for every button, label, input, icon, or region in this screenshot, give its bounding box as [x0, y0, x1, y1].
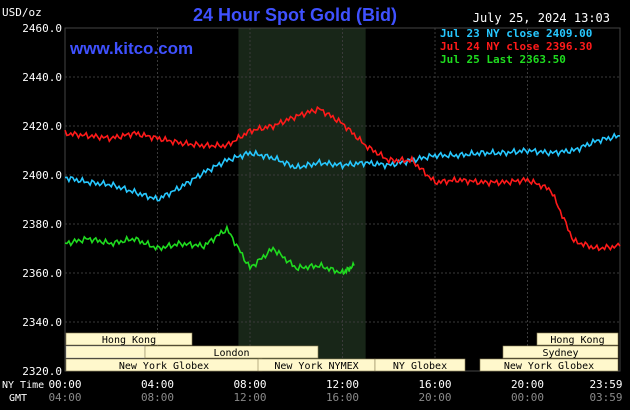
session-hong-kong-label: Hong Kong	[102, 335, 156, 346]
session-new-york-globex-late-box	[479, 358, 619, 372]
session-new-york-nymex-label: New York NYMEX	[274, 361, 358, 372]
x-tick-label-gmt: 16:00	[326, 391, 359, 404]
x-tick-label-ny: 08:00	[233, 378, 266, 391]
x-tick-label-gmt: 12:00	[233, 391, 266, 404]
legend-item-jul24: Jul 24 NY close 2396.30	[440, 40, 592, 53]
x-tick-label-ny: 12:00	[326, 378, 359, 391]
x-tick-label-gmt: 03:59	[589, 391, 622, 404]
legend-item-jul23: Jul 23 NY close 2409.00	[440, 27, 592, 40]
session-hong-kong-box	[65, 332, 193, 346]
y-axis-tick-labels: 2320.0 2340.0 2360.0 2380.0 2400.0 2420.0 2440…	[22, 22, 62, 378]
x-tick-label-gmt: 20:00	[418, 391, 451, 404]
legend-item-jul25: Jul 25 Last 2363.50	[440, 53, 566, 66]
ny-time-axis-label: NY Time	[2, 380, 44, 391]
series-line-jul-23	[64, 132, 620, 202]
session-new-york-globex-label: New York Globex	[119, 361, 209, 372]
units-label: USD/oz	[2, 6, 42, 19]
x-tick-label-ny: 16:00	[418, 378, 451, 391]
chart-title: 24 Hour Spot Gold (Bid)	[193, 5, 397, 25]
gmt-axis-label: GMT	[9, 393, 27, 404]
x-axis-tick-labels: 00:0004:0004:0008:0008:0012:0012:0016:00…	[48, 378, 622, 404]
chart-series	[64, 105, 621, 276]
session-london-box	[144, 345, 319, 359]
series-line-jul-24	[64, 105, 621, 252]
session-ny-globex-label: NY Globex	[393, 361, 447, 372]
session-stub	[65, 345, 146, 359]
y-tick-label: 2360.0	[22, 267, 62, 280]
session-london-label: London	[213, 348, 249, 359]
x-tick-label-ny: 04:00	[141, 378, 174, 391]
x-tick-label-gmt: 04:00	[48, 391, 81, 404]
timestamp: July 25, 2024 13:03	[473, 11, 610, 25]
chart-grid	[64, 27, 621, 372]
legend: Jul 23 NY close 2409.00 Jul 24 NY close …	[440, 27, 592, 66]
x-tick-label-gmt: 00:00	[511, 391, 544, 404]
y-tick-label: 2340.0	[22, 316, 62, 329]
active-session-shading	[238, 28, 366, 371]
session-new-york-globex-late-label: New York Globex	[504, 361, 594, 372]
session-ny-globex-box	[374, 358, 466, 372]
y-tick-label: 2320.0	[22, 365, 62, 378]
site-watermark: www.kitco.com	[69, 39, 193, 58]
y-tick-label: 2380.0	[22, 218, 62, 231]
y-tick-label: 2420.0	[22, 120, 62, 133]
series-line-jul-25	[64, 224, 355, 276]
y-tick-label: 2460.0	[22, 22, 62, 35]
y-tick-label: 2440.0	[22, 71, 62, 84]
x-tick-label-ny: 23:59	[589, 378, 622, 391]
x-tick-label-gmt: 08:00	[141, 391, 174, 404]
y-tick-label: 2400.0	[22, 169, 62, 182]
session-hong-kong-late-box	[536, 332, 619, 346]
market-sessions: Hong Kong London New York Globex New York N…	[65, 332, 619, 372]
x-tick-label-ny: 00:00	[48, 378, 81, 391]
session-sydney-label: Sydney	[542, 348, 578, 359]
session-sydney-box	[502, 345, 619, 359]
session-hong-kong-late-label: Hong Kong	[550, 335, 604, 346]
x-tick-label-ny: 20:00	[511, 378, 544, 391]
